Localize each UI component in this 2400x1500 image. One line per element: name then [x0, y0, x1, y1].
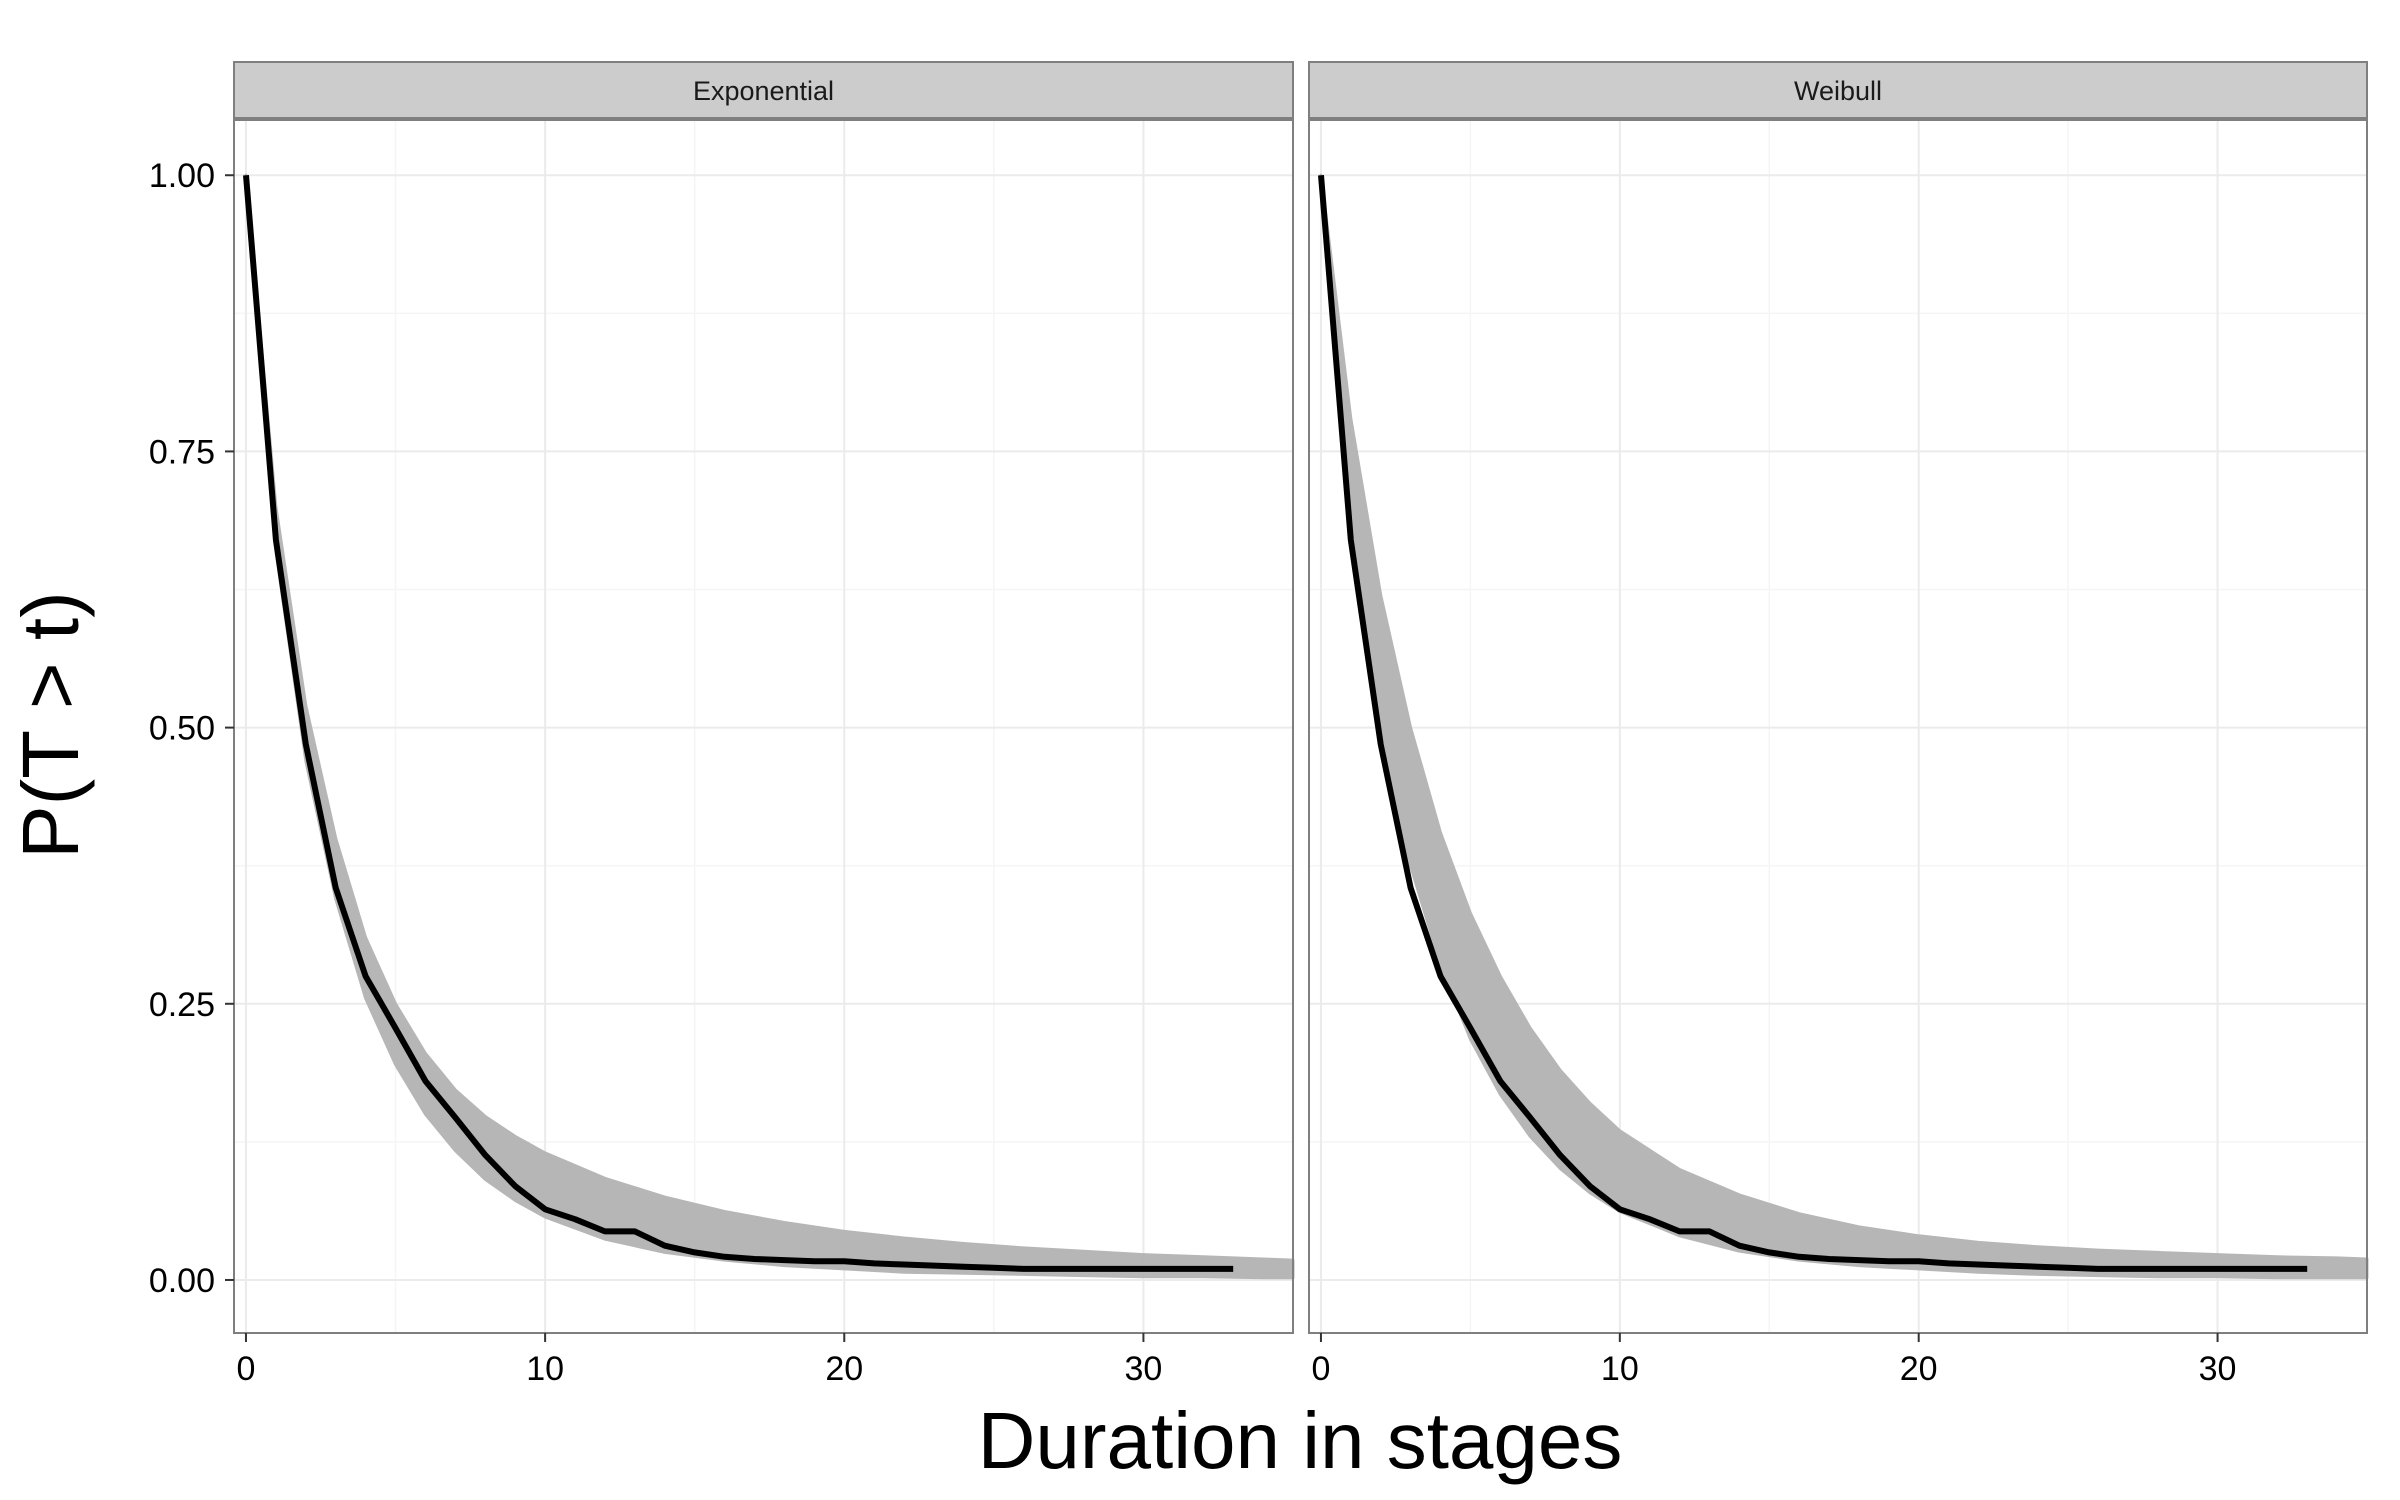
y-tick-label: 0.75: [149, 433, 215, 471]
panel-border: [1308, 119, 2368, 1334]
y-tick-label: 0.50: [149, 710, 215, 748]
x-tick-label: 10: [526, 1350, 564, 1388]
x-axis-title: Duration in stages: [978, 1396, 1623, 1485]
observed-survival-line: [1318, 174, 2308, 1272]
x-tick-label: 20: [825, 1350, 863, 1388]
y-tick-label: 0.00: [149, 1262, 215, 1300]
x-axis: 0 10 20 30: [1311, 1333, 2236, 1388]
y-tick-label: 1.00: [149, 157, 215, 195]
x-tick-label: 0: [1311, 1350, 1330, 1388]
y-axis: 0.00 0.25 0.50 0.75 1.00: [149, 157, 234, 1300]
facet-strip-label: Exponential: [693, 76, 834, 106]
plot-area: [234, 120, 1293, 1333]
facet-panel-exponential: Exponential 0 10 20 30: [233, 61, 1295, 1388]
x-tick-label: 30: [1125, 1350, 1163, 1388]
y-axis-title: P(T > t): [6, 591, 95, 858]
plot-area: [1309, 120, 2367, 1333]
x-axis: 0 10 20 30: [237, 1333, 1163, 1388]
facet-panels: Exponential 0 10 20 30 Weibull 0 10 20 30: [233, 61, 2369, 1388]
observed-survival-line: [243, 174, 1234, 1272]
facet-strip: [1308, 61, 2368, 119]
panel-border: [233, 119, 1294, 1334]
x-tick-label: 10: [1601, 1350, 1639, 1388]
y-tick-label: 0.25: [149, 986, 215, 1024]
x-tick-label: 30: [2199, 1350, 2237, 1388]
facet-strip-label: Weibull: [1794, 76, 1882, 106]
x-tick-label: 0: [237, 1350, 256, 1388]
facet-strip: [233, 61, 1294, 119]
facet-panel-weibull: Weibull 0 10 20 30: [1308, 61, 2369, 1388]
x-tick-label: 20: [1900, 1350, 1938, 1388]
grid-lines: [234, 120, 1294, 1333]
